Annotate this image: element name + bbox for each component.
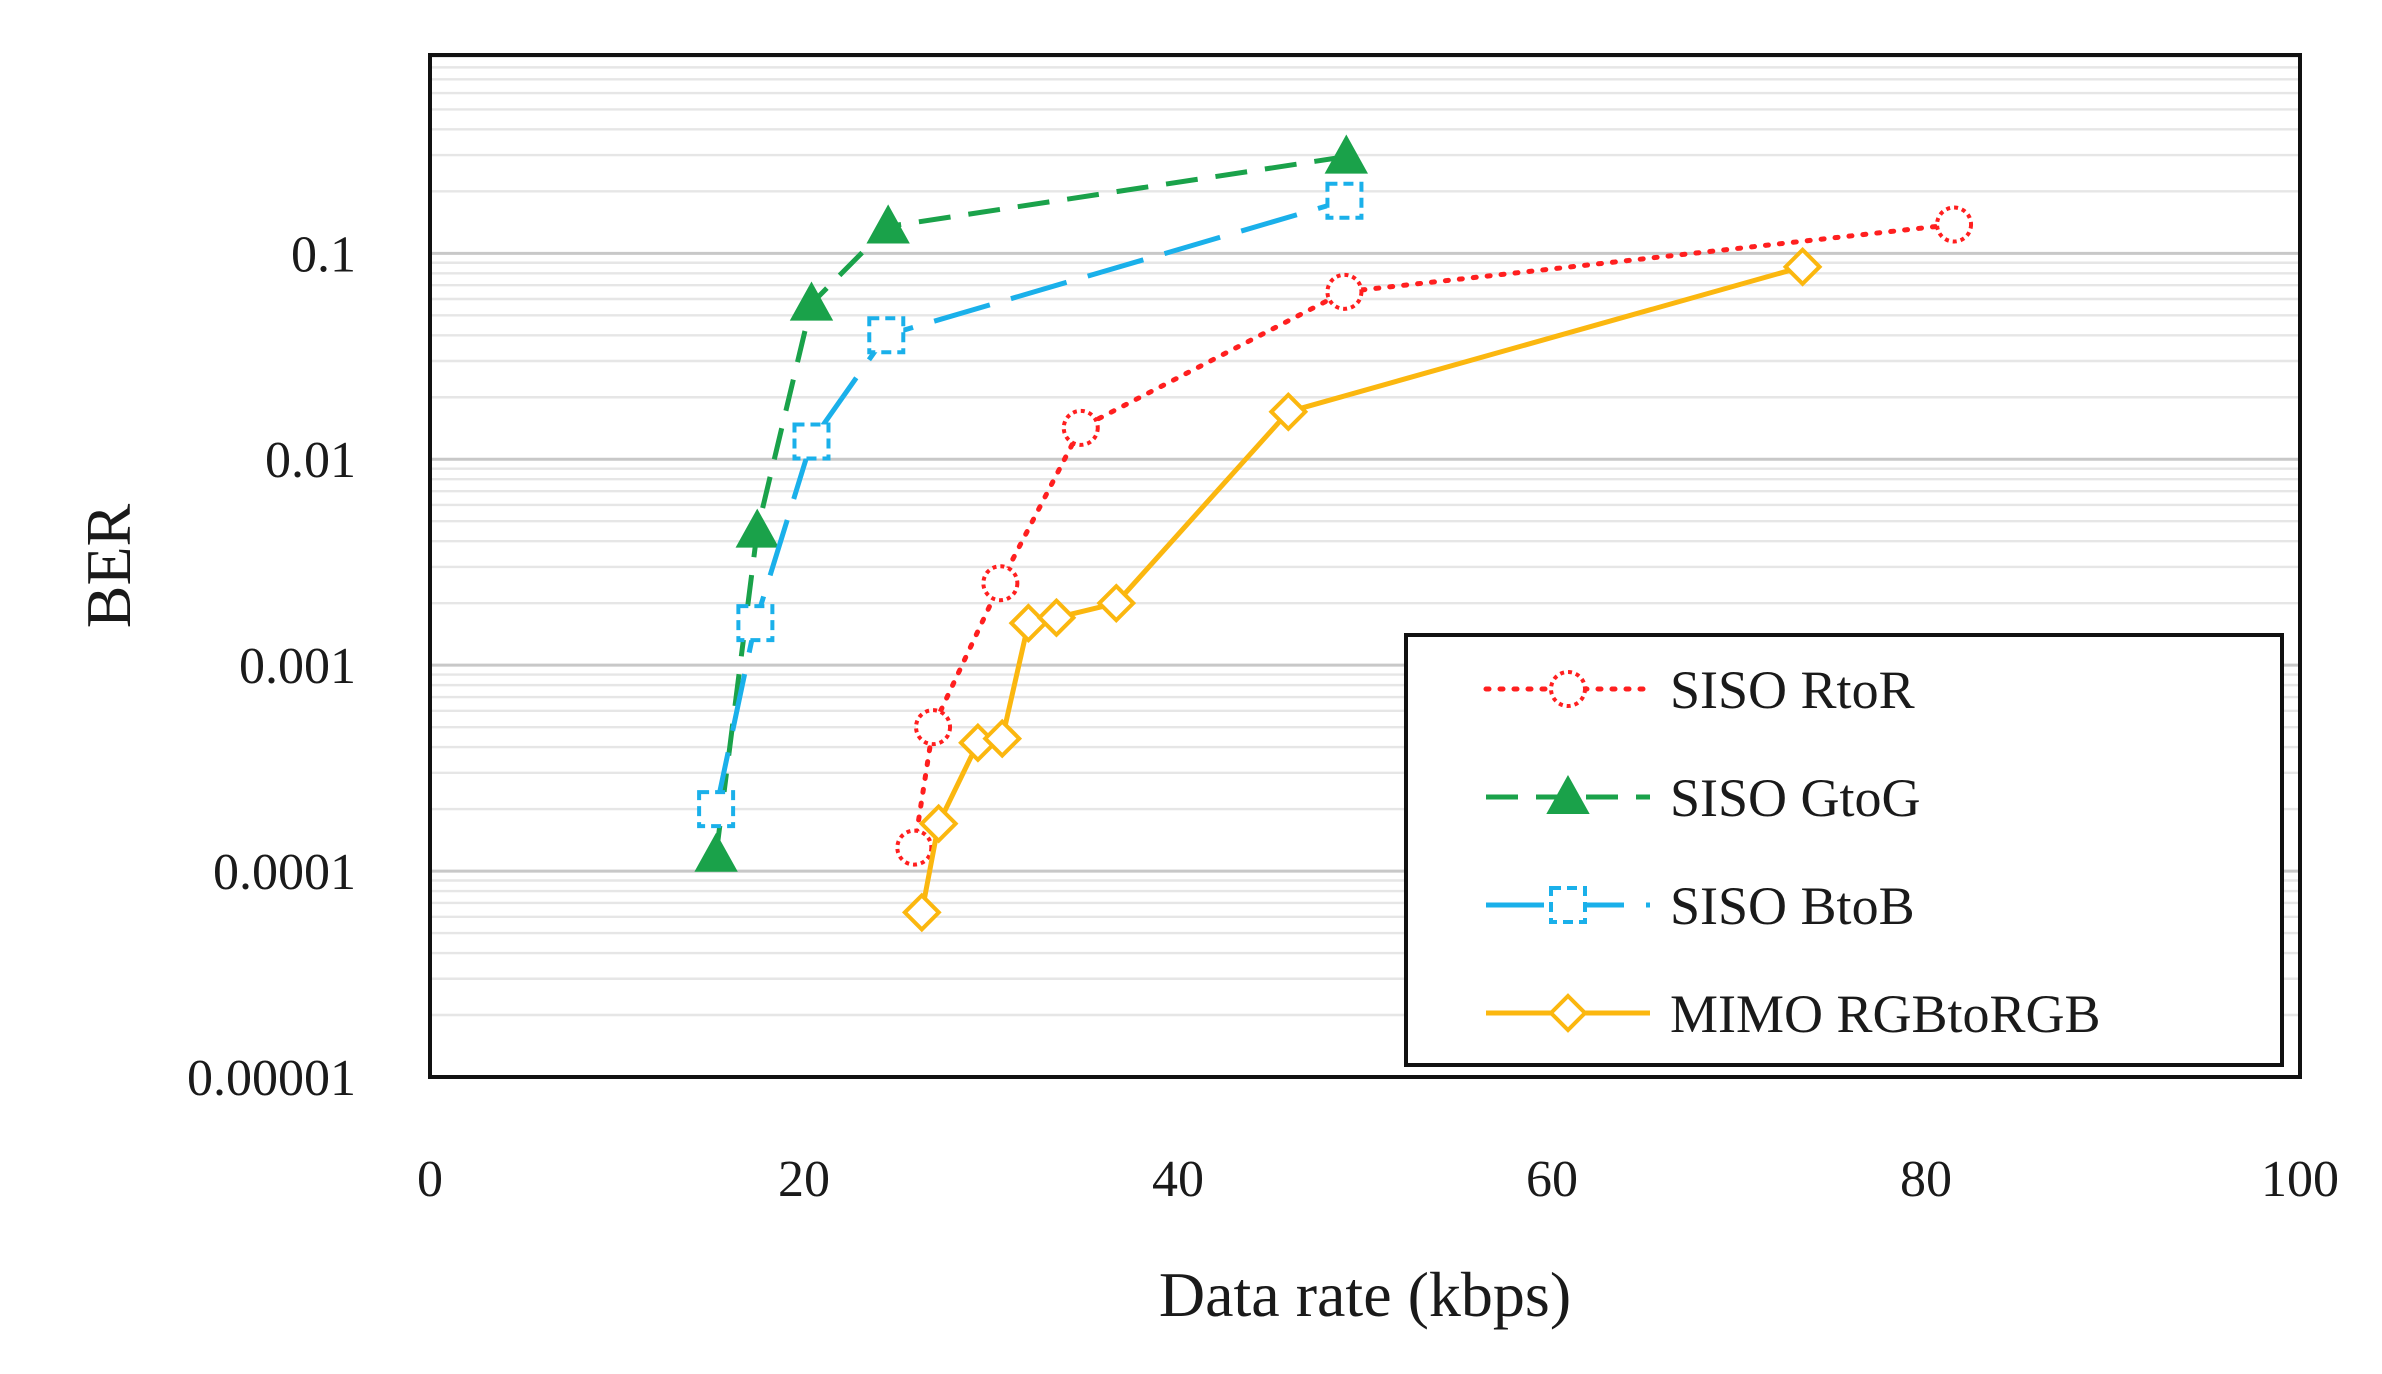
y-tick-label: 0.1 <box>291 226 356 283</box>
legend-marker <box>1546 774 1590 814</box>
data-point <box>1325 272 1364 311</box>
legend: SISO RtoR SISO GtoG SISO BtoB MIMO RGBtoRGB <box>1404 633 2284 1067</box>
data-point <box>866 204 910 244</box>
series-line-siso-btob <box>713 198 1346 810</box>
x-tick-label: 40 <box>1152 1151 1204 1208</box>
data-point <box>1935 205 1974 244</box>
y-tick-label: 0.01 <box>265 432 356 489</box>
data-point <box>895 828 934 867</box>
data-point <box>1782 246 1823 287</box>
legend-label: SISO GtoG <box>1670 768 1921 828</box>
x-tick-label: 60 <box>1526 1151 1578 1208</box>
legend-marker <box>1548 993 1588 1033</box>
series-mimo-rgbtorgb <box>901 246 1823 933</box>
y-tick-label: 0.001 <box>239 638 356 695</box>
data-point <box>1324 134 1368 174</box>
y-tick-label: 0.00001 <box>187 1050 356 1107</box>
x-tick-label: 80 <box>1900 1151 1952 1208</box>
data-point <box>901 892 942 933</box>
data-point <box>981 564 1020 603</box>
legend-item-siso-btob: SISO BtoB <box>1486 876 1915 936</box>
data-point <box>792 422 831 461</box>
data-point <box>914 708 953 747</box>
legend-item-mimo-rgbtorgb: MIMO RGBtoRGB <box>1486 984 2101 1044</box>
legend-marker <box>1549 886 1587 924</box>
data-point <box>694 832 738 872</box>
legend-label: MIMO RGBtoRGB <box>1670 984 2101 1044</box>
y-axis-title: BER <box>73 503 144 628</box>
legend-box <box>1404 633 2284 1067</box>
x-tick-label: 0 <box>417 1151 443 1208</box>
x-axis: 0 20 40 60 80 100 <box>417 1151 2339 1208</box>
data-point <box>735 508 779 548</box>
series-siso-gtog <box>694 134 1368 872</box>
data-point <box>789 281 834 321</box>
data-point <box>736 604 775 643</box>
plot-area <box>428 53 2302 1079</box>
x-tick-label: 100 <box>2261 1151 2339 1208</box>
data-point <box>982 718 1023 759</box>
legend-label: SISO RtoR <box>1670 660 1915 720</box>
data-point <box>1036 597 1077 638</box>
legend-marker <box>1549 670 1587 708</box>
data-point <box>1096 583 1137 624</box>
x-tick-label: 20 <box>778 1151 830 1208</box>
series-siso-btob <box>697 181 1364 829</box>
data-point <box>1008 603 1049 643</box>
y-axis: 0.0001 0.001 0.01 0.1 0.00001 <box>187 226 356 1107</box>
data-point <box>1061 408 1100 447</box>
series-layer <box>694 134 1974 933</box>
data-point <box>867 316 906 355</box>
data-point <box>918 803 959 844</box>
x-axis-title: Data rate (kbps) <box>1159 1259 1571 1330</box>
series-siso-rtor <box>895 205 1974 867</box>
data-point <box>1268 391 1309 432</box>
y-tick-label: 0.0001 <box>213 844 356 901</box>
series-line-siso-rtor <box>911 222 1957 851</box>
legend-label: SISO BtoB <box>1670 876 1915 936</box>
legend-item-siso-gtog: SISO GtoG <box>1486 768 1921 828</box>
data-point <box>697 790 736 829</box>
legend-item-siso-rtor: SISO RtoR <box>1483 660 1915 720</box>
data-point <box>1325 181 1364 220</box>
